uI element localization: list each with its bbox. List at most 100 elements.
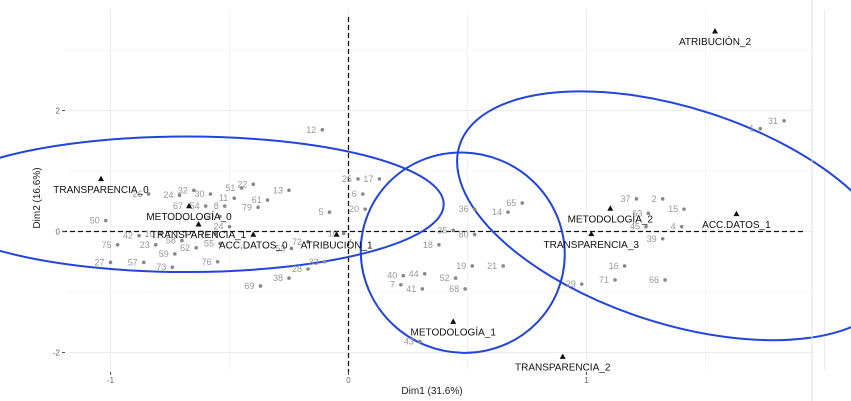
- individual-marker: [256, 205, 260, 210]
- individual-point: 20: [349, 204, 367, 214]
- individual-label: 22: [237, 179, 247, 189]
- individual-point: 8: [214, 201, 227, 211]
- individual-marker: [327, 210, 332, 214]
- individual-marker: [472, 232, 477, 237]
- category-point: TRANSPARENCIA_3: [544, 230, 640, 251]
- category-point: TRANSPARENCIA_2: [515, 353, 611, 374]
- individual-point: 26: [133, 189, 151, 199]
- individual-label: 44: [409, 269, 419, 279]
- individual-label: 58: [166, 236, 176, 246]
- individual-label: 30: [194, 189, 204, 199]
- individual-marker: [265, 198, 270, 202]
- individual-point: 66: [649, 275, 667, 285]
- individual-point: 61: [252, 195, 270, 205]
- category-point: ACC.DATOS_1: [702, 210, 771, 231]
- individual-marker: [306, 267, 310, 271]
- individual-label: 62: [180, 243, 190, 253]
- individual-label: 4: [671, 222, 676, 232]
- individual-marker: [644, 224, 648, 229]
- category-marker: [195, 221, 202, 227]
- individual-marker: [463, 287, 467, 291]
- individual-marker: [501, 264, 506, 268]
- individual-point: 52: [440, 273, 458, 283]
- individual-label: 37: [620, 194, 630, 204]
- category-marker: [97, 175, 104, 182]
- individual-label: 36: [459, 204, 469, 214]
- individual-label: 16: [328, 228, 338, 238]
- individual-label: 67: [173, 201, 183, 211]
- individual-label: 76: [202, 257, 212, 267]
- individual-label: 15: [668, 204, 678, 214]
- individual-label: 65: [506, 198, 516, 208]
- individual-label: 16: [609, 261, 619, 271]
- individual-point: 5: [318, 207, 332, 217]
- individual-marker: [137, 233, 141, 238]
- individual-marker: [506, 210, 510, 214]
- individual-point: 53: [275, 243, 294, 253]
- individual-marker: [451, 228, 456, 233]
- category-point: TRANSPARENCIA_1: [151, 221, 247, 241]
- individual-point: 43: [404, 337, 422, 347]
- individual-point: 35: [437, 225, 456, 235]
- individual-point: 76: [202, 257, 220, 267]
- individual-label: 21: [487, 261, 497, 271]
- individual-marker: [579, 282, 584, 286]
- confidence-ellipse: [359, 151, 566, 354]
- individual-label: 1: [749, 124, 754, 134]
- individual-point: 24: [213, 222, 232, 232]
- individual-point: 45: [630, 222, 648, 232]
- individual-point: 44: [409, 269, 427, 279]
- category-label: TRANSPARENCIA_3: [544, 240, 640, 251]
- individual-label: 26: [133, 189, 143, 199]
- individual-label: 25: [342, 174, 352, 184]
- individual-marker: [103, 218, 108, 223]
- individual-point: 2: [652, 194, 665, 204]
- individual-point: 68: [449, 284, 467, 294]
- individual-label: 73: [156, 262, 166, 272]
- individual-label: 35: [437, 225, 447, 235]
- individual-label: 20: [349, 204, 359, 214]
- individual-point: 10: [144, 229, 163, 239]
- individual-point: 51: [225, 183, 244, 193]
- individual-point: 37: [620, 194, 639, 204]
- individual-point: 74: [199, 229, 218, 239]
- individual-marker: [232, 196, 237, 201]
- individual-point: 33: [309, 257, 327, 267]
- reference-lines: [62, 17, 806, 372]
- confidence-ellipses: [0, 90, 851, 354]
- individual-point: 39: [647, 234, 665, 244]
- individual-label: 33: [309, 257, 319, 267]
- category-marker: [733, 210, 740, 217]
- individual-marker: [646, 211, 651, 216]
- individual-label: 14: [492, 207, 502, 217]
- individual-marker: [520, 201, 525, 205]
- individual-label: 24: [164, 190, 174, 200]
- individual-label: 41: [406, 284, 416, 294]
- individual-marker: [422, 272, 427, 276]
- individual-point: 73: [156, 262, 175, 272]
- category-label: TRANSPARENCIA_0: [53, 185, 149, 196]
- individual-point: 4: [671, 222, 684, 232]
- individual-marker: [437, 243, 441, 247]
- y-tick-label: -2: [53, 349, 61, 358]
- category-label: ACC.DATOS_1: [702, 220, 771, 231]
- individual-marker: [472, 207, 477, 211]
- individual-label: 55: [204, 239, 214, 249]
- individual-label: 27: [94, 257, 104, 267]
- individual-marker: [287, 188, 291, 193]
- individual-point: 75: [102, 240, 120, 250]
- individual-marker: [180, 238, 184, 243]
- individual-point: 63: [632, 208, 651, 218]
- individual-point: 59: [159, 249, 177, 259]
- individual-marker: [320, 128, 325, 132]
- individual-label: 17: [363, 174, 373, 184]
- individual-marker: [401, 273, 406, 278]
- individual-point: 55: [204, 239, 222, 249]
- individual-label: 40: [387, 271, 397, 281]
- x-axis-label: Dim1 (31.6%): [401, 386, 462, 397]
- individual-point: 58: [166, 236, 184, 246]
- individual-point: 24: [164, 190, 182, 200]
